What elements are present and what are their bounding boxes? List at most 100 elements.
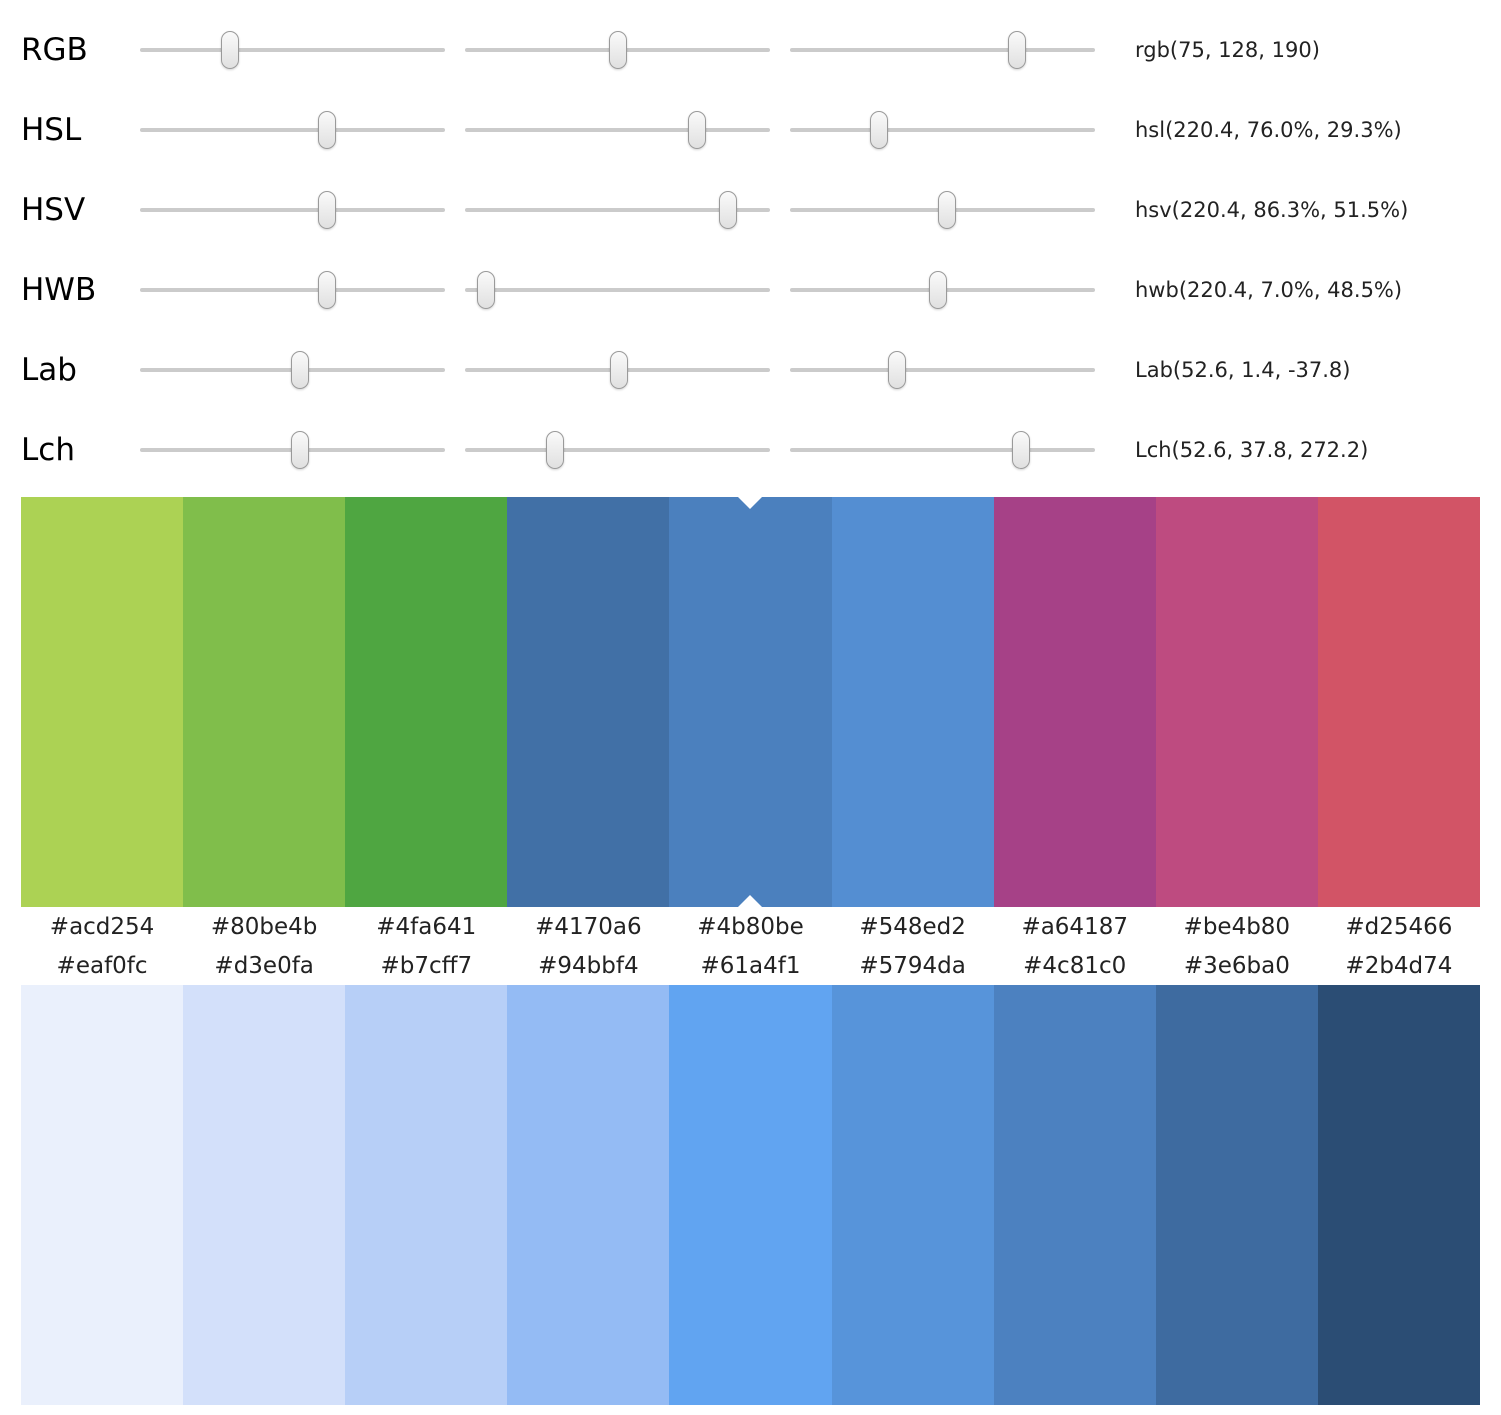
hue-swatch-5[interactable] [831, 497, 994, 907]
hue-hex-label-4: #4b80be [697, 914, 804, 940]
slider-track [790, 448, 1095, 452]
lab-b-thumb[interactable] [888, 351, 907, 389]
hsl-h-slider[interactable] [140, 107, 445, 153]
tint-hex-label-4: #61a4f1 [700, 953, 801, 979]
tint-palette [21, 985, 1480, 1405]
hsv-s-slider[interactable] [465, 187, 770, 233]
colorspace-label-lab: Lab [21, 352, 77, 388]
colorspace-label-lch: Lch [21, 432, 75, 468]
slider-track [790, 128, 1095, 132]
hwb-value: hwb(220.4, 7.0%, 48.5%) [1135, 278, 1403, 302]
slider-row-lab: Lab Lab(52.6, 1.4, -37.8) [21, 330, 1501, 410]
hsv-h-thumb[interactable] [317, 191, 336, 229]
tint-hex-label-5: #5794da [859, 953, 966, 979]
hsv-h-slider[interactable] [140, 187, 445, 233]
hue-hex-label-1: #80be4b [210, 914, 318, 940]
hsl-value: hsl(220.4, 76.0%, 29.3%) [1135, 118, 1402, 142]
hue-swatch-8[interactable] [1317, 497, 1480, 907]
hsv-s-thumb[interactable] [719, 191, 738, 229]
lch-l-thumb[interactable] [291, 431, 310, 469]
colorspace-label-hsl: HSL [21, 112, 82, 148]
colorspace-label-rgb: RGB [21, 32, 88, 68]
rgb-value: rgb(75, 128, 190) [1135, 38, 1320, 62]
slider-row-rgb: RGB rgb(75, 128, 190) [21, 10, 1501, 90]
hwb-h-thumb[interactable] [317, 271, 336, 309]
hue-palette [21, 497, 1480, 907]
rgb-b-thumb[interactable] [1008, 31, 1027, 69]
slider-track [465, 288, 770, 292]
hue-swatch-1[interactable] [183, 497, 346, 907]
colorspace-label-hsv: HSV [21, 192, 86, 228]
slider-track [140, 208, 445, 212]
hsl-l-thumb[interactable] [870, 111, 889, 149]
slider-row-lch: Lch Lch(52.6, 37.8, 272.2) [21, 410, 1501, 490]
tint-hex-labels: #eaf0fc #d3e0fa #b7cff7 #94bbf4 #61a4f1 … [21, 947, 1480, 985]
tint-hex-label-7: #3e6ba0 [1183, 953, 1290, 979]
lch-h-slider[interactable] [790, 427, 1095, 473]
selected-marker-bottom-icon [738, 895, 763, 907]
hwb-b-thumb[interactable] [928, 271, 947, 309]
hue-hex-label-3: #4170a6 [535, 914, 642, 940]
hue-hex-label-7: #be4b80 [1183, 914, 1291, 940]
rgb-g-thumb[interactable] [609, 31, 628, 69]
hue-hex-label-2: #4fa641 [376, 914, 477, 940]
tint-swatch-8[interactable] [1317, 985, 1480, 1405]
tint-swatch-5[interactable] [831, 985, 994, 1405]
tint-swatch-7[interactable] [1155, 985, 1318, 1405]
hwb-b-slider[interactable] [790, 267, 1095, 313]
tint-hex-label-6: #4c81c0 [1023, 953, 1127, 979]
tint-swatch-1[interactable] [183, 985, 346, 1405]
lab-l-thumb[interactable] [291, 351, 310, 389]
rgb-r-thumb[interactable] [220, 31, 239, 69]
hsl-h-thumb[interactable] [317, 111, 336, 149]
tint-swatch-0[interactable] [21, 985, 184, 1405]
hwb-h-slider[interactable] [140, 267, 445, 313]
lab-value: Lab(52.6, 1.4, -37.8) [1135, 358, 1351, 382]
lch-l-slider[interactable] [140, 427, 445, 473]
lab-a-slider[interactable] [465, 347, 770, 393]
slider-track [465, 448, 770, 452]
hwb-w-slider[interactable] [465, 267, 770, 313]
lch-c-slider[interactable] [465, 427, 770, 473]
slider-panel: RGB rgb(75, 128, 190) HSL [0, 0, 1501, 490]
lch-c-thumb[interactable] [545, 431, 564, 469]
hue-hex-label-6: #a64187 [1021, 914, 1128, 940]
tint-swatch-3[interactable] [507, 985, 670, 1405]
tint-swatch-4[interactable] [669, 985, 832, 1405]
tint-hex-label-0: #eaf0fc [56, 953, 148, 979]
hue-swatch-7[interactable] [1155, 497, 1318, 907]
slider-track [790, 368, 1095, 372]
slider-track [140, 48, 445, 52]
slider-track [140, 288, 445, 292]
tint-hex-label-3: #94bbf4 [538, 953, 639, 979]
tint-hex-label-8: #2b4d74 [1345, 953, 1453, 979]
hue-swatch-6[interactable] [993, 497, 1156, 907]
rgb-r-slider[interactable] [140, 27, 445, 73]
hue-hex-labels: #acd254 #80be4b #4fa641 #4170a6 #4b80be … [21, 907, 1480, 947]
hsv-v-slider[interactable] [790, 187, 1095, 233]
lch-value: Lch(52.6, 37.8, 272.2) [1135, 438, 1369, 462]
tint-swatch-6[interactable] [993, 985, 1156, 1405]
rgb-b-slider[interactable] [790, 27, 1095, 73]
lab-a-thumb[interactable] [610, 351, 629, 389]
hsl-s-slider[interactable] [465, 107, 770, 153]
hue-swatch-3[interactable] [507, 497, 670, 907]
hsl-s-thumb[interactable] [687, 111, 706, 149]
hue-swatch-4-selected[interactable] [669, 497, 832, 907]
hue-swatch-2[interactable] [345, 497, 508, 907]
lab-l-slider[interactable] [140, 347, 445, 393]
slider-track [465, 208, 770, 212]
tint-swatch-2[interactable] [345, 985, 508, 1405]
slider-track [465, 128, 770, 132]
hwb-w-thumb[interactable] [477, 271, 496, 309]
slider-row-hsl: HSL hsl(220.4, 76.0%, 29.3%) [21, 90, 1501, 170]
lab-b-slider[interactable] [790, 347, 1095, 393]
hsv-v-thumb[interactable] [938, 191, 957, 229]
hue-hex-label-8: #d25466 [1345, 914, 1453, 940]
rgb-g-slider[interactable] [465, 27, 770, 73]
slider-row-hsv: HSV hsv(220.4, 86.3%, 51.5%) [21, 170, 1501, 250]
lch-h-thumb[interactable] [1011, 431, 1030, 469]
hsl-l-slider[interactable] [790, 107, 1095, 153]
selected-marker-top-icon [738, 497, 763, 509]
hue-swatch-0[interactable] [21, 497, 184, 907]
